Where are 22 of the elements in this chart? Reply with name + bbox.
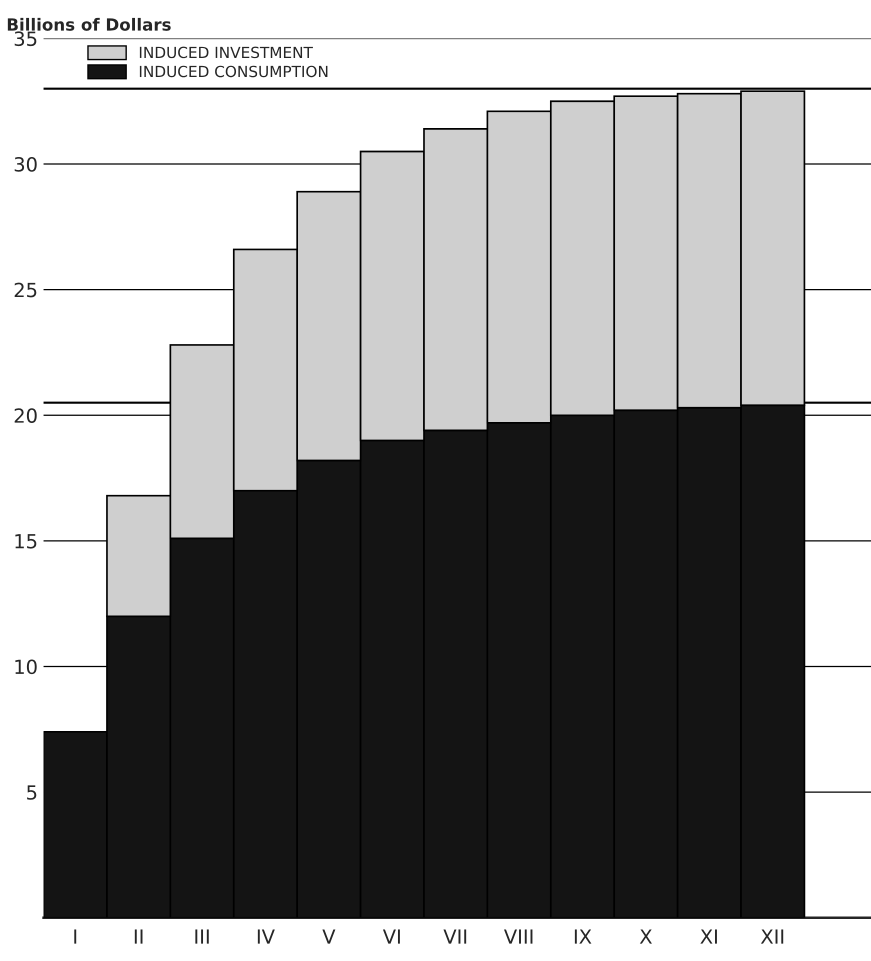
legend-label: INDUCED CONSUMPTION	[140, 66, 328, 78]
y-tick-label: 5	[27, 785, 36, 800]
x-tick-label: III	[195, 929, 209, 944]
x-tick-label: XII	[760, 929, 784, 944]
y-tick-label: 10	[15, 659, 37, 674]
y-tick-label: 30	[14, 157, 37, 172]
x-tick-label: XI	[700, 929, 717, 944]
x-tick-label: V	[322, 929, 336, 944]
x-tick-label: IV	[258, 929, 275, 944]
legend-label: INDUCED INVESTMENT	[140, 46, 313, 58]
y-tick-label: 25	[14, 282, 36, 298]
x-tick-label: X	[640, 929, 652, 944]
x-tick-label: VI	[382, 929, 400, 944]
x-tick-label: IX	[574, 929, 592, 944]
y-tick-label: 35	[14, 31, 36, 46]
y-axis-title: Billions of Dollars	[8, 18, 171, 31]
x-tick-label: II	[134, 929, 142, 944]
y-tick-label: 15	[15, 534, 36, 549]
x-tick-label: VII	[443, 929, 466, 944]
x-tick-label: VIII	[504, 929, 532, 944]
x-tick-label: I	[74, 929, 76, 944]
y-tick-label: 20	[14, 408, 37, 423]
